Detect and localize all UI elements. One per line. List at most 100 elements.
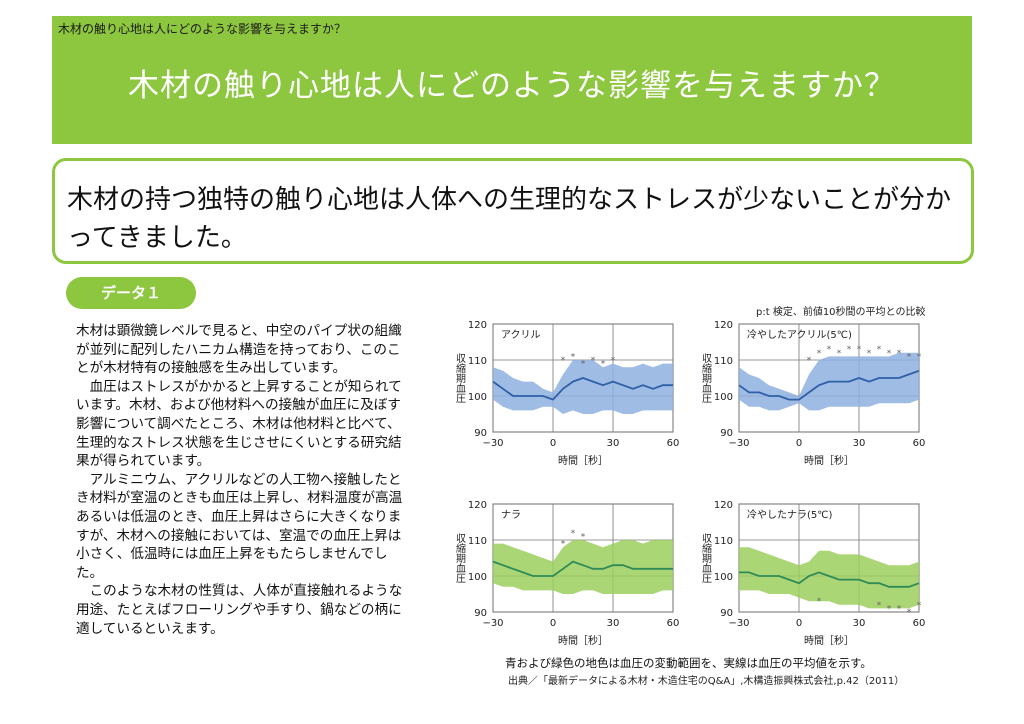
significance-marker: *	[807, 356, 812, 366]
y-tick-label: 110	[714, 536, 733, 547]
significance-marker: *	[877, 601, 882, 611]
significance-marker: *	[591, 356, 596, 366]
significance-marker: *	[571, 352, 576, 362]
body-text: 木材は顕微鏡レベルで見ると、中空のパイプ状の組織が並列に配列したハニカム構造を持…	[76, 322, 406, 638]
figure-caption: 青および緑色の地色は血圧の変動範囲を、実線は血圧の平均値を示す。	[505, 656, 872, 670]
variation-band	[739, 547, 919, 609]
significance-marker: *	[581, 360, 586, 370]
paragraph-4: このような木材の性質は、人体が直接触れるような用途、たとえばフローリングや手すり…	[76, 583, 403, 637]
chart-title: 冷やしたナラ(5℃)	[747, 508, 832, 521]
chart-title: ナラ	[501, 509, 521, 521]
x-axis-label: 時間［秒］	[804, 454, 854, 467]
paragraph-1: 木材は顕微鏡レベルで見ると、中空のパイプ状の組織が並列に配列したハニカム構造を持…	[76, 323, 402, 377]
header-banner: 木材の触り心地は人にどのような影響を与えますか？ 木材の触り心地は人にどのような…	[52, 16, 972, 144]
chart-panel-2: * * * ナラ 120 110 100 90 −30 0 30 60 時間［秒］ 収縮期血圧	[445, 486, 680, 647]
lead-box: 木材の持つ独特の触り心地は人体への生理的なストレスが少ないことが分かってきました…	[52, 158, 974, 264]
significance-marker: *	[561, 356, 566, 366]
x-tick-label: −30	[482, 438, 503, 449]
figure-source: 出典／「最新データによる木材・木造住宅のQ&A」,木構造振興株式会社,p.42（…	[508, 676, 905, 687]
chart-oak: * * * ナラ 120 110 100 90−30 0 30 60 時間［秒］ 収縮期血圧	[454, 500, 680, 647]
y-axis-label: 収縮期血圧	[700, 533, 712, 584]
significance-marker: *	[837, 349, 842, 359]
significance-marker: *	[857, 345, 862, 355]
chart-panel-1: * * * * * * * * * * * * 冷やしたアクリル(5℃) 120 110 100 90 −30 0 3…	[691, 306, 926, 467]
x-tick-label: 60	[667, 618, 680, 629]
x-tick-label: 60	[667, 438, 680, 449]
paragraph-2: 血圧はストレスがかかると上昇することが知られています。木材、および他材料への接触…	[76, 378, 402, 470]
significance-marker: *	[611, 356, 616, 366]
x-tick-label: 30	[607, 618, 620, 629]
y-tick-label: 100	[468, 572, 487, 583]
y-tick-label: 110	[468, 356, 487, 367]
significance-marker: *	[847, 345, 852, 355]
significance-marker: *	[817, 597, 822, 607]
x-tick-label: −30	[728, 438, 749, 449]
significance-marker: *	[581, 532, 586, 542]
significance-marker: *	[877, 345, 882, 355]
section-label: データ１	[66, 277, 196, 309]
x-tick-label: 60	[913, 438, 926, 449]
lead-text: 木材の持つ独特の触り心地は人体への生理的なストレスが少ないことが分かってきました…	[67, 185, 952, 253]
y-tick-label: 100	[468, 392, 487, 403]
breadcrumb: 木材の触り心地は人にどのような影響を与えますか？	[58, 22, 347, 36]
significance-marker: *	[817, 349, 822, 359]
x-tick-label: 30	[853, 618, 866, 629]
y-tick-label: 90	[474, 608, 487, 619]
figure-note: p:t 検定、前値10秒間の平均との比較	[756, 307, 926, 318]
significance-marker: *	[917, 601, 922, 611]
figure-grid: * * * * * * アクリル 120 110 100 90 −30 0 30 60 時間［秒］ 収縮期血圧 …	[445, 296, 926, 647]
y-axis-label: 収縮期血圧	[454, 533, 466, 584]
mean-line	[739, 571, 920, 588]
x-tick-label: 0	[550, 618, 556, 629]
significance-marker: *	[561, 540, 566, 550]
y-tick-label: 100	[714, 572, 733, 583]
x-tick-label: 30	[853, 438, 866, 449]
x-tick-label: −30	[728, 618, 749, 629]
chart-panel-0: * * * * * * アクリル 120 110 100 90 −30 0 30 60 時間［秒］ 収縮期血圧	[445, 306, 680, 467]
chart-cooled-oak: * * * * * * 冷やしたナラ(5℃) 120 110 100 90−30 0 30 60 時間［秒］…	[700, 500, 926, 647]
x-axis-label: 時間［秒］	[804, 634, 854, 647]
significance-marker: *	[907, 608, 912, 618]
y-tick-label: 120	[468, 320, 487, 331]
x-axis-label: 時間［秒］	[558, 634, 608, 647]
chart-title: アクリル	[501, 329, 541, 341]
mean-line	[492, 377, 673, 401]
y-tick-label: 110	[468, 536, 487, 547]
significance-marker: *	[571, 529, 576, 539]
chart-title: 冷やしたアクリル(5℃)	[747, 328, 852, 341]
chart-cooled-acrylic: * * * * * * * * * * * * 冷やしたアクリル(5℃) 120 110 100 90−30 0 3…	[700, 320, 926, 467]
x-tick-label: 30	[607, 438, 620, 449]
significance-marker: *	[887, 349, 892, 359]
y-axis-label: 収縮期血圧	[454, 353, 466, 404]
y-tick-label: 120	[468, 500, 487, 511]
significance-marker: *	[867, 349, 872, 359]
mean-line	[738, 369, 920, 401]
paragraph-3: アルミニウム、アクリルなどの人工物へ接触したとき材料が室温のときも血圧は上昇し、…	[76, 471, 403, 581]
x-tick-label: 0	[550, 438, 556, 449]
y-axis-label: 収縮期血圧	[700, 353, 712, 404]
variation-band	[493, 540, 673, 594]
y-tick-label: 120	[714, 500, 733, 511]
chart-panel-3: * * * * * * 冷やしたナラ(5℃) 120 110 100 90 −30 0 30 60 時間［秒］…	[691, 486, 926, 647]
variation-band	[493, 360, 673, 414]
y-tick-label: 90	[720, 428, 733, 439]
x-tick-label: 0	[796, 438, 802, 449]
y-tick-label: 100	[714, 392, 733, 403]
mean-line	[492, 560, 673, 577]
significance-marker: *	[897, 604, 902, 614]
chart-acrylic: * * * * * * アクリル 120 110 100 90−30 0 30 60 時間［秒］ 収縮期血圧	[454, 320, 680, 467]
y-tick-label: 110	[714, 356, 733, 367]
significance-marker: *	[827, 345, 832, 355]
y-tick-label: 90	[720, 608, 733, 619]
x-tick-label: 60	[913, 618, 926, 629]
y-tick-label: 90	[474, 428, 487, 439]
significance-marker: *	[887, 604, 892, 614]
significance-marker: *	[907, 352, 912, 362]
page-title: 木材の触り心地は人にどのような影響を与えますか？	[128, 68, 896, 104]
x-axis-label: 時間［秒］	[558, 454, 608, 467]
significance-marker: *	[917, 352, 922, 362]
x-tick-label: −30	[482, 618, 503, 629]
significance-marker: *	[601, 360, 606, 370]
x-tick-label: 0	[796, 618, 802, 629]
y-tick-label: 120	[714, 320, 733, 331]
